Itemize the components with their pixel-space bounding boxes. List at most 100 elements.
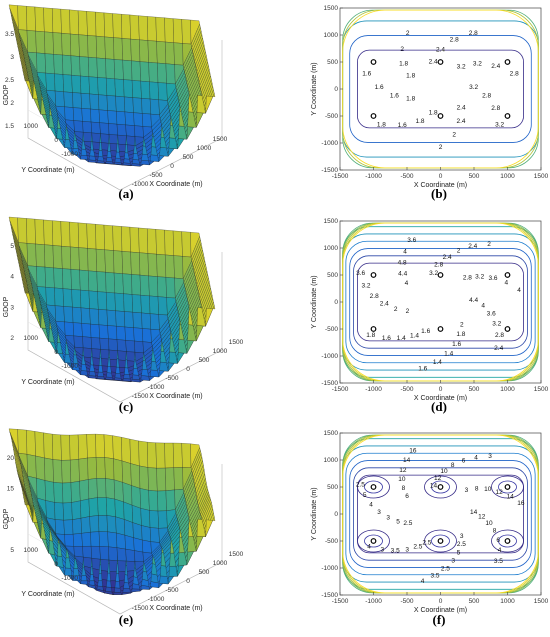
y-tick-label: 1000 bbox=[24, 335, 39, 342]
surface-facet bbox=[88, 76, 99, 95]
x-tick-label: 1000 bbox=[213, 348, 228, 355]
z-tick-label: 3.5 bbox=[5, 31, 14, 38]
surface-facet bbox=[139, 274, 150, 297]
surface-facet bbox=[133, 537, 144, 553]
surface-facet bbox=[26, 218, 36, 245]
surface-facet bbox=[138, 15, 149, 41]
surface-facet bbox=[44, 53, 55, 74]
surface-facet bbox=[157, 82, 168, 101]
surface-facet bbox=[90, 121, 101, 134]
surface-facet bbox=[103, 12, 114, 38]
x-tick-label: 500 bbox=[469, 173, 480, 180]
y-tick-label: 0 bbox=[54, 349, 58, 356]
contour-label: 2.5 bbox=[422, 539, 431, 546]
surface-facet bbox=[45, 72, 56, 92]
surface-facet bbox=[89, 93, 100, 110]
surface-facet bbox=[131, 274, 141, 296]
contour-label: 3.2 bbox=[457, 64, 466, 71]
x-tick-label: 500 bbox=[469, 386, 480, 393]
surface-facet bbox=[80, 307, 91, 325]
surface-facet bbox=[54, 73, 64, 92]
axis-front-right bbox=[119, 137, 223, 191]
y-tick-label: 1000 bbox=[324, 457, 339, 464]
plot-area bbox=[339, 7, 542, 171]
contour-line bbox=[357, 262, 524, 342]
anchor-marker bbox=[504, 59, 511, 65]
surface-facet bbox=[149, 98, 160, 115]
z-axis-label: GDOP bbox=[3, 508, 10, 529]
surface-facet bbox=[71, 500, 82, 520]
surface-facet bbox=[69, 434, 79, 461]
surface-facet bbox=[88, 290, 99, 310]
z-tick-label: 10 bbox=[7, 516, 15, 523]
contour-label: 3.2 bbox=[361, 282, 370, 289]
surface-facet bbox=[62, 502, 73, 521]
caption-a: (a) bbox=[118, 186, 133, 201]
surface-facet bbox=[129, 226, 140, 253]
y-tick-label: 1000 bbox=[24, 547, 39, 554]
surface-facet bbox=[130, 463, 141, 489]
y-tick-label: 0 bbox=[54, 137, 58, 144]
surface-facet bbox=[95, 457, 106, 479]
contour-line bbox=[353, 467, 528, 561]
surface-facet bbox=[78, 457, 89, 482]
y-tick-label: -1500 bbox=[321, 167, 338, 174]
surface-facet bbox=[90, 546, 101, 560]
y-tick-label: -500 bbox=[325, 326, 338, 333]
y-axis-label: Y Coordinate (m) bbox=[311, 275, 318, 328]
x-tick-label: 1500 bbox=[534, 386, 549, 393]
contour-label: 12 bbox=[495, 489, 503, 496]
contour-label: 3.6 bbox=[488, 275, 497, 282]
contour-label: 3.2 bbox=[475, 274, 484, 281]
surface-facet bbox=[71, 289, 82, 308]
contour-label: 12 bbox=[478, 514, 486, 521]
z-tick-label: 2 bbox=[10, 335, 14, 342]
surface-facet bbox=[17, 5, 28, 31]
surface-facet bbox=[121, 226, 131, 253]
surface-facet bbox=[133, 112, 144, 127]
anchor-marker bbox=[370, 113, 377, 119]
y-tick-label: -500 bbox=[325, 113, 338, 120]
surface-facet bbox=[26, 454, 37, 479]
y-tick-label: 500 bbox=[327, 272, 338, 279]
surface-facet bbox=[148, 275, 159, 297]
contour-label: 4 bbox=[369, 501, 373, 508]
anchor-marker bbox=[437, 484, 444, 490]
axis-front-right bbox=[119, 561, 223, 615]
surface-facet bbox=[73, 335, 84, 348]
surface-facet bbox=[157, 296, 168, 316]
contour-label: 1.6 bbox=[421, 328, 430, 335]
surface-facet bbox=[60, 221, 71, 248]
x-tick-label: -1000 bbox=[148, 384, 165, 391]
surface-facet bbox=[72, 306, 82, 324]
surface-facet bbox=[108, 338, 118, 351]
contour-label: 3 bbox=[488, 453, 492, 460]
contour-label: 4 bbox=[405, 280, 409, 287]
surface-facet bbox=[116, 547, 127, 562]
contour-label: 10 bbox=[485, 520, 493, 527]
contour-label: 3 bbox=[386, 515, 390, 522]
surface-facet bbox=[106, 309, 117, 327]
surface-facet bbox=[52, 220, 62, 247]
surface-facet bbox=[165, 254, 175, 279]
surface-facet bbox=[34, 6, 45, 32]
surface-facet bbox=[82, 121, 92, 134]
surface-facet bbox=[62, 482, 72, 504]
contour-label: 8 bbox=[451, 462, 455, 469]
surface-facet bbox=[62, 54, 72, 76]
x-tick-label: -1000 bbox=[132, 181, 149, 188]
surface-facet bbox=[89, 515, 100, 533]
contour-label: 2.4 bbox=[457, 105, 466, 112]
surface-facet bbox=[155, 442, 166, 469]
surface-facet bbox=[173, 42, 184, 66]
surface-facet bbox=[90, 323, 100, 339]
surface-facet bbox=[156, 254, 167, 278]
plot-area bbox=[339, 220, 542, 384]
surface-facet bbox=[133, 327, 144, 342]
x-tick-label: 1500 bbox=[534, 173, 549, 180]
contour-label: 1.6 bbox=[390, 92, 399, 99]
contour-labels: 4.443.63.22.82.421.81.61.41.41.61.61.41.… bbox=[356, 237, 521, 373]
surface-facet bbox=[129, 438, 140, 467]
surface-facet bbox=[77, 222, 88, 249]
